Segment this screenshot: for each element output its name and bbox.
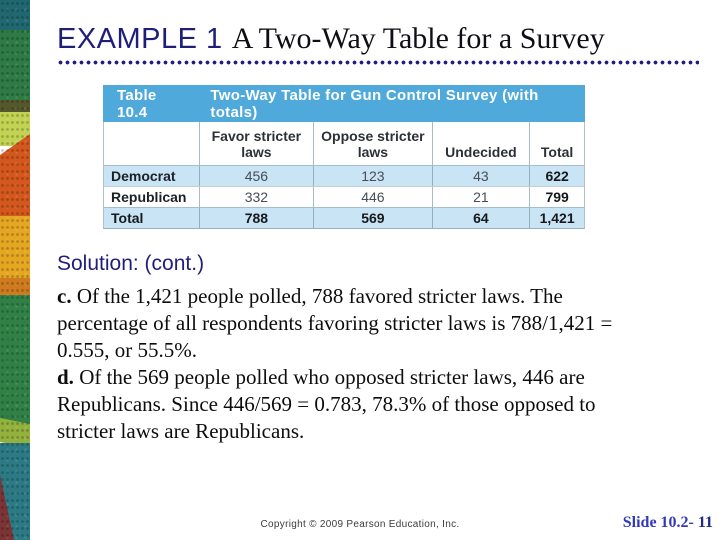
- solution-heading: Solution: (cont.): [57, 252, 205, 275]
- two-way-table: Table 10.4 Two-Way Table for Gun Control…: [103, 85, 585, 229]
- row-label: Republican: [111, 189, 187, 205]
- table-caption: Table 10.4 Two-Way Table for Gun Control…: [103, 85, 585, 122]
- table-row-democrat: Democrat 456 123 43 622: [104, 165, 584, 186]
- solution-line: percentage of all respondents favoring s…: [57, 311, 613, 335]
- solution-text: Of the 569 people polled who opposed str…: [79, 365, 585, 389]
- solution-line: stricter laws are Republicans.: [57, 419, 305, 443]
- cell-value: 123: [313, 166, 432, 186]
- row-label: Democrat: [111, 168, 176, 184]
- table-caption-number: Table 10.4: [117, 86, 157, 121]
- slide-number: Slide 10.2- 11: [623, 514, 713, 532]
- cell-value-total: 1,421: [529, 208, 584, 228]
- solution-line: d. Of the 569 people polled who opposed …: [57, 364, 712, 391]
- cell-value: 21: [431, 187, 530, 207]
- col-header-undecided: Undecided: [431, 122, 530, 165]
- slide-number-value: 11: [697, 514, 713, 531]
- item-c-label: c.: [57, 284, 72, 308]
- table-grid: Favor stricter laws Oppose stricter laws…: [103, 122, 585, 229]
- cell-value-total: 799: [529, 187, 584, 207]
- col-header-total: Total: [529, 122, 584, 165]
- cell-value-total: 622: [529, 166, 584, 186]
- solution-block: Solution: (cont.) c. Of the 1,421 people…: [57, 252, 712, 445]
- cell-value: 43: [431, 166, 530, 186]
- cell-value: 569: [313, 208, 432, 228]
- col-header-oppose: Oppose stricter laws: [313, 122, 432, 165]
- cell-value: 788: [198, 208, 314, 228]
- table-header-row: Favor stricter laws Oppose stricter laws…: [104, 122, 584, 165]
- solution-text: Of the 1,421 people polled, 788 favored …: [76, 284, 563, 308]
- cell-value: 456: [198, 166, 314, 186]
- title-text: A Two-Way Table for a Survey: [231, 22, 605, 55]
- title-example-label: EXAMPLE 1: [57, 23, 223, 55]
- table-corner-cell: [104, 122, 199, 165]
- cell-value: 446: [313, 187, 432, 207]
- row-label: Total: [111, 210, 144, 226]
- copyright-notice: Copyright © 2009 Pearson Education, Inc.: [260, 519, 460, 530]
- table-row-total: Total 788 569 64 1,421: [104, 207, 584, 228]
- col-header-favor: Favor stricter laws: [198, 122, 314, 165]
- strip-texture: [0, 0, 30, 540]
- slide-number-label: Slide 10.2-: [622, 514, 694, 531]
- cell-value: 64: [431, 208, 530, 228]
- title-divider: [57, 60, 699, 65]
- strip-art: [0, 0, 30, 540]
- cell-value: 332: [198, 187, 314, 207]
- table-caption-title: Two-Way Table for Gun Control Survey (wi…: [210, 86, 539, 121]
- item-d-label: d.: [57, 365, 74, 389]
- decorative-strip: [0, 0, 30, 540]
- solution-line: c. Of the 1,421 people polled, 788 favor…: [57, 283, 712, 310]
- table-row-republican: Republican 332 446 21 799: [104, 186, 584, 207]
- solution-line: Republicans. Since 446/569 = 0.783, 78.3…: [57, 392, 596, 416]
- solution-line: 0.555, or 55.5%.: [57, 338, 197, 362]
